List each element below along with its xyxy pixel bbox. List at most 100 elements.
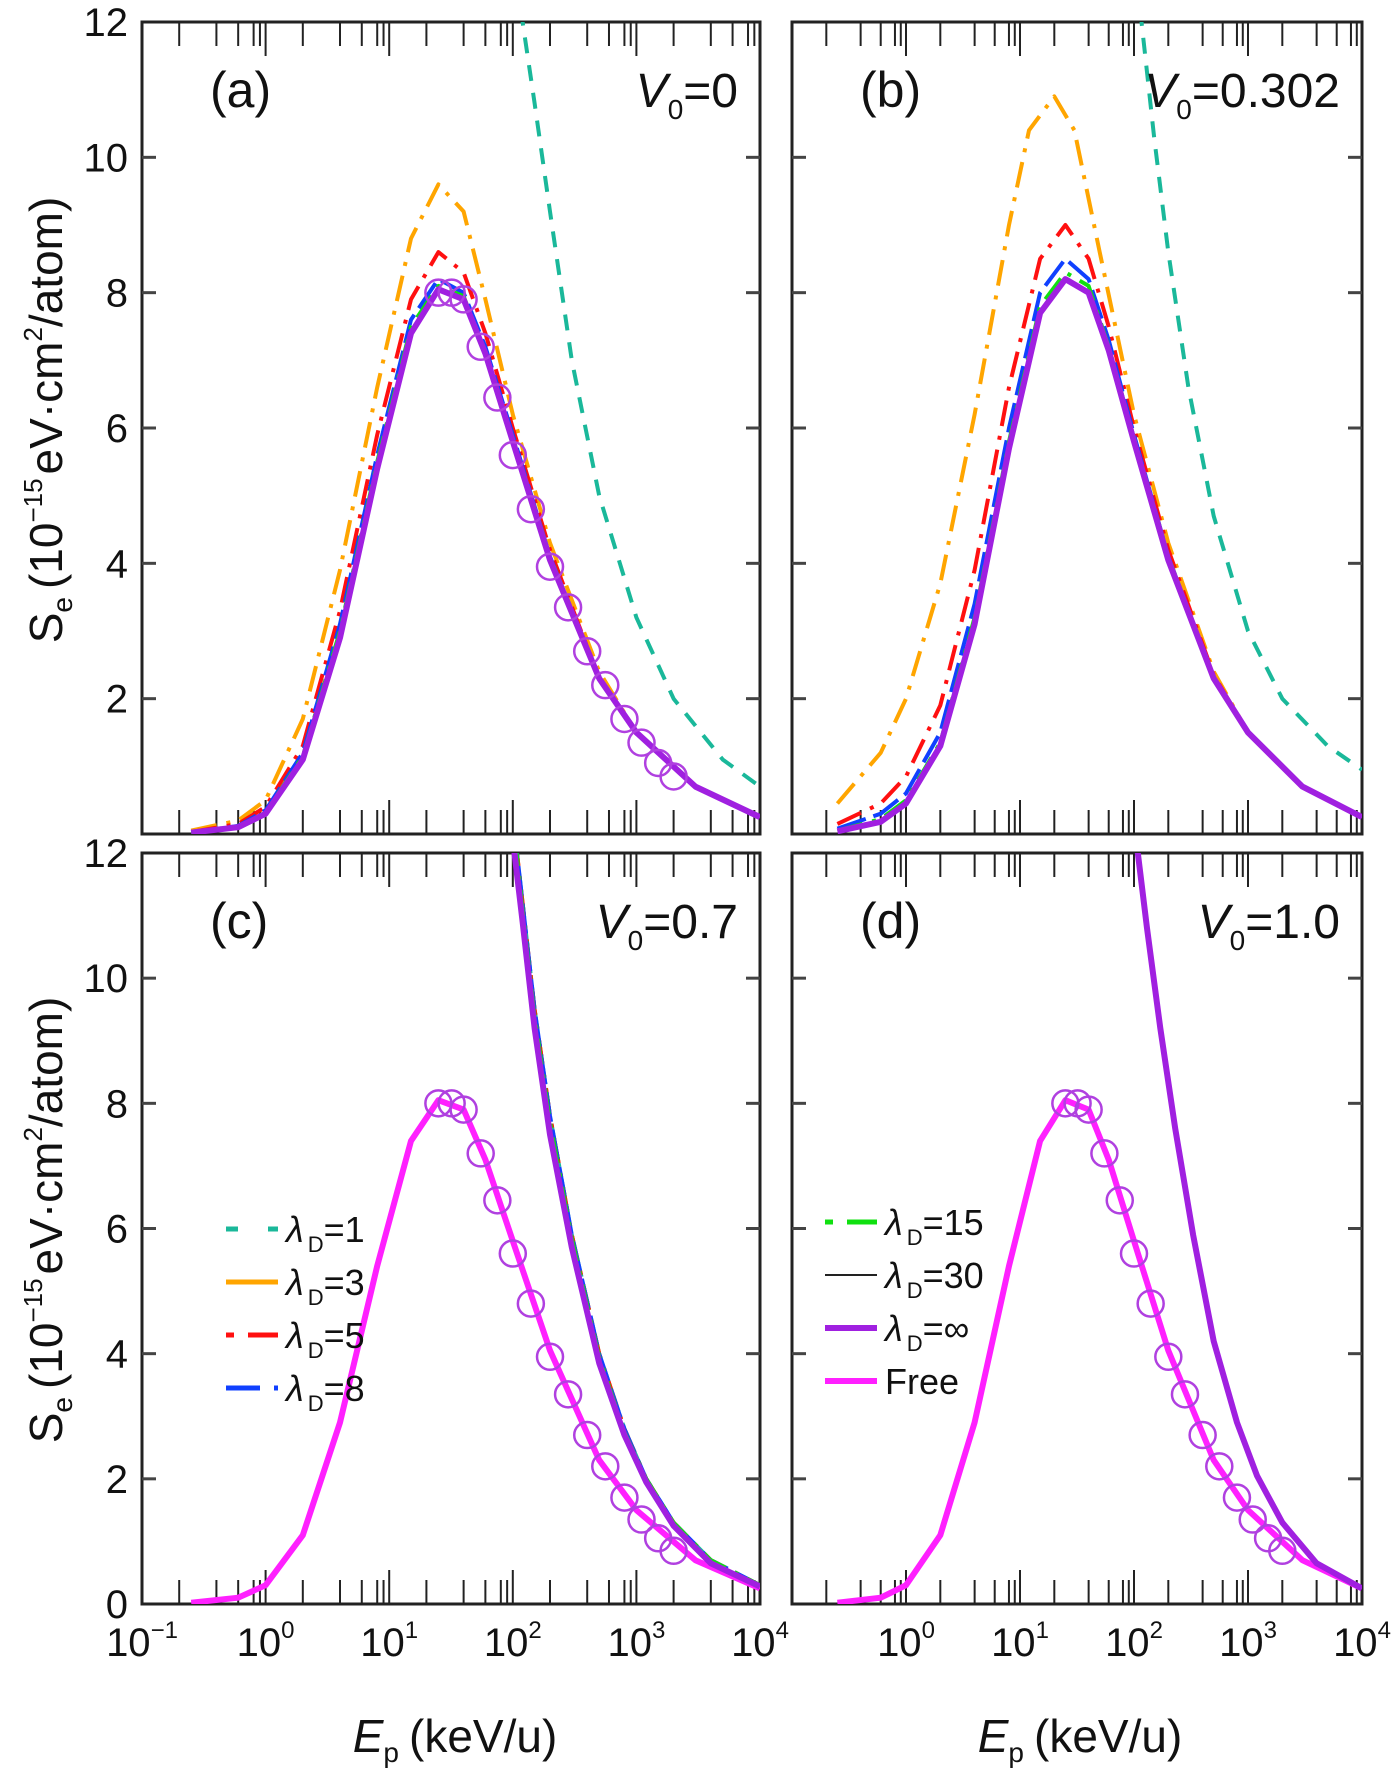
panel-b: (b) V0=0.302 [790,20,1364,836]
x-tick-label: 104 [1333,1617,1391,1665]
series-group [190,22,760,834]
x-tick-label: 10−1 [106,1617,178,1665]
legend-label: Free [885,1361,959,1402]
y-tick-label: 4 [106,542,128,586]
y-tick-label: 12 [84,1,129,45]
x-tick-label: 100 [237,1617,295,1665]
y-tick-label: 2 [106,1458,128,1502]
data-marker [610,704,639,734]
y-tick-label: 0 [106,1583,128,1627]
legend-item: Free [825,1361,959,1402]
series-line-d3 [835,94,1362,819]
data-marker [1268,1536,1297,1566]
series-line-d [1134,853,1362,1592]
data-marker [498,1239,528,1268]
legend-item: λ D=8 [226,1368,365,1416]
data-marker [1222,1483,1252,1512]
plot-frame [790,851,1364,1606]
xlabel-main: E [353,1710,385,1762]
data-marker [591,670,620,700]
x-axis-title-left: Ep (keV/u) [353,1710,558,1768]
data-marker [516,494,546,524]
x-tick-label: 104 [731,1617,789,1665]
v0-label: V0=0.302 [1144,65,1340,125]
y-axis-title-top: Se (10−15eV·cm2/atom) [18,197,78,644]
ylabel-sub: e [47,597,78,613]
ylabel-unit-exp: −15 [18,1278,48,1322]
series-line-d8 [190,277,760,834]
plot-frame [140,20,762,836]
x-tick-label: 103 [607,1617,665,1665]
xlabel-sub: p [383,1737,399,1768]
x-axis-title-right: Ep (keV/u) [978,1710,1183,1768]
y-tick-label: 8 [106,1082,128,1126]
data-marker [1090,1139,1119,1168]
y-axis-title-bottom: Se (10−15eV·cm2/atom) [18,997,78,1444]
panel-label: (a) [210,62,271,118]
v0-label: V0=0 [636,65,738,125]
legend-item: λ D=15 [825,1202,984,1250]
series-line-d1 [1139,22,1362,772]
x-tick-label: 102 [484,1617,542,1665]
data-marker [572,1420,602,1450]
panel-label: (d) [860,893,921,949]
data-marker [498,440,528,470]
svg-text:Se(10−15eV·cm2/atom): Se (10−15eV·cm2/atom) [18,197,78,644]
legend-label: λ D=15 [883,1202,984,1250]
data-marker [466,332,495,362]
y-tick-label: 12 [84,832,129,876]
v0-label: V0=0.7 [596,896,738,956]
panel-label: (c) [210,893,268,949]
data-marker [466,1139,495,1168]
ylabel-unit-exp2: 2 [18,1127,48,1141]
data-marker [1074,1095,1103,1124]
data-marker [449,1095,478,1124]
legend-label: λ D=∞ [883,1308,969,1356]
legend-label: λ D=30 [883,1255,984,1303]
data-marker [535,1342,565,1372]
panel-d: 100 101 102 103 104 (d) V0=1.0 [790,851,1391,1665]
legend-item: λ D=∞ [825,1308,969,1356]
panel-c: 0 2 4 6 8 10 12 10−1 100 101 102 103 104 (c) V0=0.7 [84,832,789,1665]
data-marker [659,762,688,791]
legend-item: λ D=30 [825,1255,984,1303]
data-marker [516,1289,546,1318]
legend-item: λ D=1 [226,1209,365,1257]
series-line-d [836,276,1362,834]
series-line-d3 [190,182,760,833]
series-line-d8 [836,256,1362,831]
data-marker [553,1380,583,1409]
legend-label: λ D=5 [284,1315,365,1363]
series-line-d [511,853,760,1590]
x-tick-label: 103 [1219,1617,1277,1665]
ylabel-unit-mid: eV·cm [20,1142,72,1275]
data-marker [1205,1452,1234,1481]
legend-label: λ D=8 [284,1368,365,1416]
legend-item: λ D=5 [226,1315,365,1363]
x-tick-label: 101 [991,1617,1049,1665]
series-line-d15 [190,283,760,834]
data-marker [1136,1289,1165,1318]
y-tick-label: 6 [106,407,128,451]
data-marker [610,1483,639,1512]
panel-a: 2 4 6 8 10 12 (a) V0=0 [84,1,762,836]
data-marker [483,383,512,412]
legend-label: λ D=3 [284,1262,365,1310]
legend-label: λ D=1 [284,1209,365,1257]
ylabel-unit-exp: −15 [18,478,48,522]
series-line-d5 [190,250,760,834]
ylabel-sub: e [47,1397,78,1413]
ylabel-main: S [20,613,72,644]
v0-label: V0=1.0 [1198,896,1340,956]
y-tick-label: 4 [106,1333,128,1377]
data-marker [627,1505,656,1534]
series-group [837,853,1362,1604]
data-marker [483,1186,512,1215]
data-marker [572,637,602,666]
x-tick-label: 101 [360,1617,418,1665]
series-line-d15 [836,270,1362,833]
x-tick-label: 102 [1105,1617,1163,1665]
y-tick-label: 6 [106,1208,128,1252]
panel-label: (b) [860,62,921,118]
